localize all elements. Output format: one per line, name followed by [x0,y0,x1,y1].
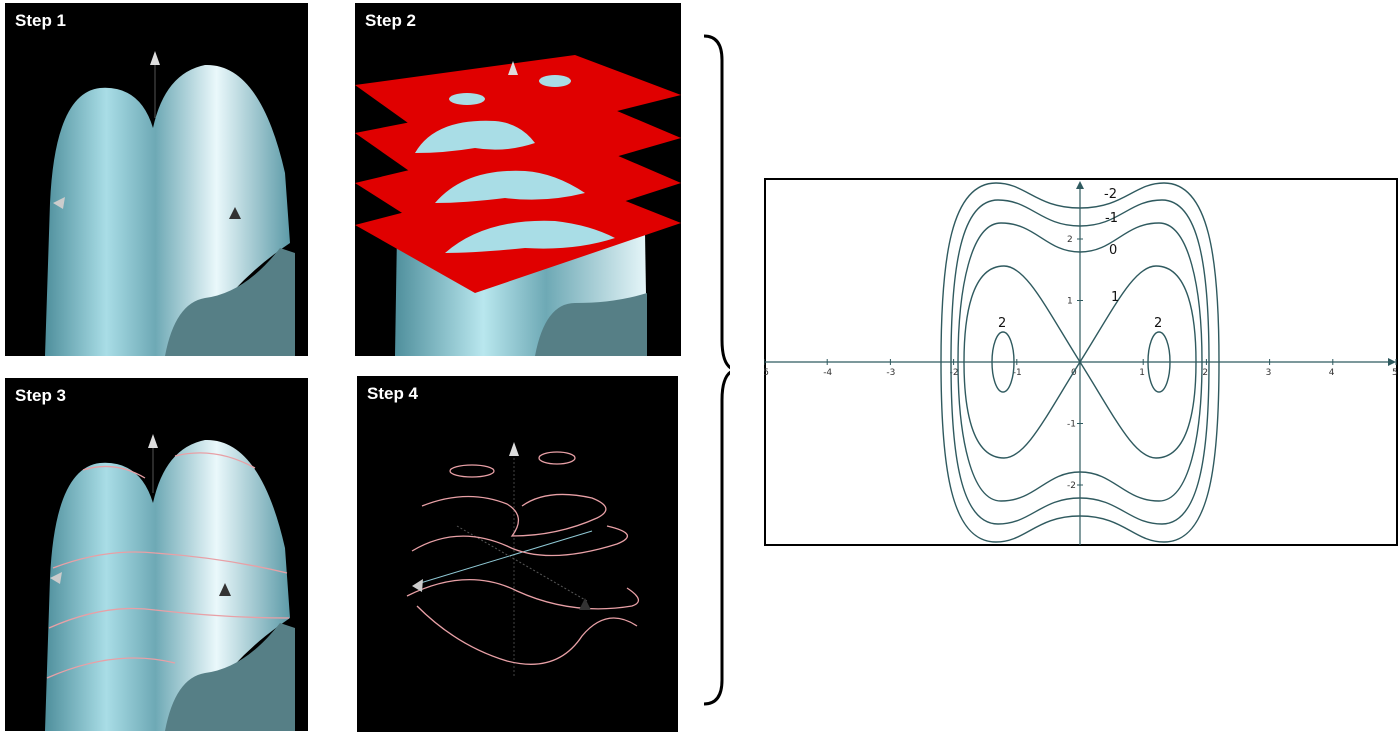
axis-arrow-icon [508,61,518,75]
axis-arrow-icon [53,197,65,209]
step-2-panel: Step 2 [355,3,681,356]
axis-arrow-icon [579,598,591,610]
x-tick-label: -1 [1013,368,1022,378]
level-label: 2 [998,316,1006,331]
x-tick-label: 4 [1329,368,1335,378]
x-tick-label: 2 [1202,368,1208,378]
step-3-panel: Step 3 [5,378,308,731]
y-tick-label: -2 [1067,481,1076,491]
x-tick-label: -2 [950,368,959,378]
contour-line-level-2-left [991,331,1015,393]
x-tick-label: -5 [764,368,769,378]
surface-with-level-curves-render [45,434,295,731]
surface-render [45,51,295,356]
contour-line-level-0 [957,222,1203,502]
contour-plot: -5 -4 -3 -2 -1 0 1 2 3 4 5 -2 -1 1 2 -2 -1 0 1 2 2 [764,178,1398,546]
step-4-panel: Step 4 [357,376,678,732]
axis-arrow-icon [509,442,519,456]
contour-line-level-1 [963,265,1197,459]
x-tick-label: 5 [1392,368,1398,378]
axis-arrow-icon [150,51,160,65]
y-tick-label: -1 [1067,420,1076,430]
step-1-panel: Step 1 [5,3,308,356]
step-4-label: Step 4 [367,384,419,403]
contour-line-level-neg2 [940,182,1220,543]
sliced-surface-render [355,55,681,356]
level-label: -1 [1105,211,1118,226]
axis-arrow-icon [229,207,241,219]
x-tick-label: -3 [886,368,895,378]
axis-arrow-icon [148,434,158,448]
x-tick-label: -4 [823,368,832,378]
x-axis [765,358,1396,366]
level-label: 1 [1111,290,1119,305]
contour-line-level-neg1 [950,199,1210,525]
x-tick-label: 3 [1266,368,1272,378]
y-tick-label: 1 [1067,297,1073,307]
step-2-label: Step 2 [365,11,417,30]
y-tick-label: 2 [1067,235,1073,245]
x-tick-label: 0 [1071,368,1077,378]
x-tick-label: 1 [1139,368,1145,378]
contour-line-level-2-right [1147,331,1171,393]
level-label: 2 [1154,316,1162,331]
axis-arrow-icon [412,579,423,592]
step-1-label: Step 1 [15,11,67,30]
contour-level-labels: -2 -1 0 1 2 2 [998,187,1162,331]
right-brace [703,34,730,706]
level-label: -2 [1104,187,1117,202]
axis-arrow-icon [219,583,231,596]
step-3-label: Step 3 [15,386,67,405]
level-curves-3d-render [406,442,639,676]
level-label: 0 [1109,243,1117,258]
axis-arrow-icon [50,572,62,584]
